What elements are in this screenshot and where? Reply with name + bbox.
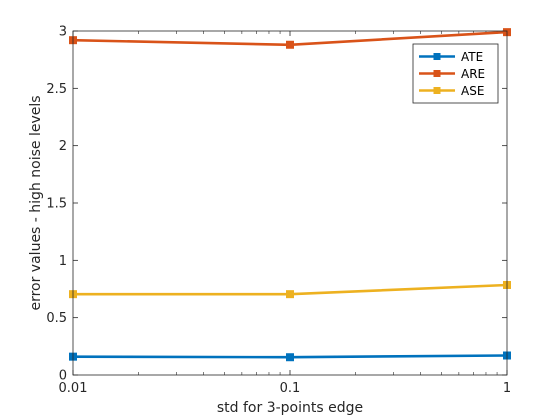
y-tick-label: 1.5 [46, 197, 67, 212]
x-tick-label: 1 [503, 381, 511, 396]
y-tick-label: 2 [59, 139, 67, 154]
minor-ticks [138, 31, 498, 375]
legend-marker-are [433, 70, 441, 77]
legend: ATE ARE ASE [412, 43, 499, 104]
legend-marker-ase [433, 87, 441, 94]
y-tick-label: 2.5 [46, 82, 67, 97]
legend-label-ate: ATE [461, 50, 483, 64]
x-tick-label: 0.01 [59, 381, 88, 396]
legend-label-ase: ASE [461, 84, 484, 98]
tick-labels: 0.01 0.1 1 0 0.5 1 1.5 2 2.5 3 [46, 25, 511, 397]
y-axis-label: error values - high noise levels [28, 95, 44, 310]
y-tick-label: 1 [59, 254, 67, 269]
y-tick-label: 0.5 [46, 311, 67, 326]
data-point-ase [286, 290, 294, 299]
x-axis-label: std for 3-points edge [217, 400, 363, 416]
x-tick-label: 0.1 [280, 381, 301, 396]
y-tick-label: 3 [59, 25, 67, 40]
plot-frame [72, 30, 508, 376]
legend-label-are: ARE [461, 67, 485, 81]
data-point-are [286, 40, 294, 49]
legend-marker-ate [433, 53, 441, 60]
data-point-ate [286, 353, 294, 362]
y-tick-label: 0 [59, 369, 67, 384]
